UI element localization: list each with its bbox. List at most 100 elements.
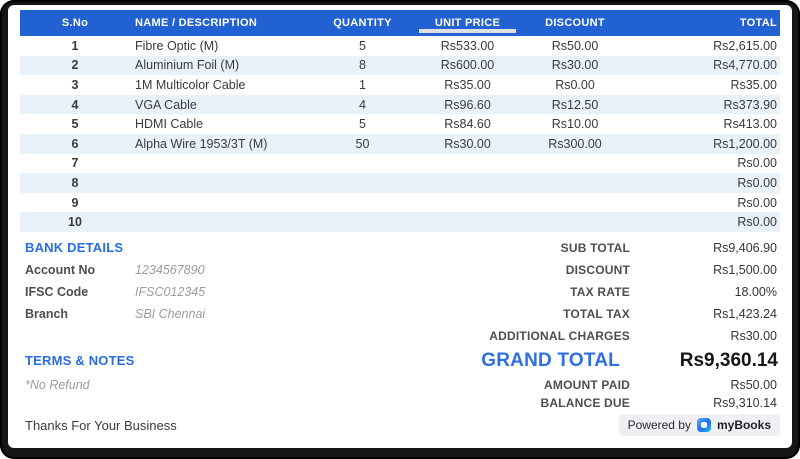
table-row: 1 Fibre Optic (M) 5 Rs533.00 Rs50.00 Rs2,615.…	[20, 36, 780, 56]
thanks-message: Thanks For Your Business	[25, 417, 177, 433]
cell-sno: 3	[71, 77, 79, 92]
table-row: 2 Aluminium Foil (M) 8 Rs600.00 Rs30.00 Rs4,7…	[20, 55, 780, 76]
cell-unit-price: Rs35.00	[444, 77, 491, 92]
row-additional-charges: ADDITIONAL CHARGES Rs30.00	[20, 325, 780, 347]
powered-by-mybooks-badge[interactable]: Powered by myBooks	[618, 413, 780, 436]
grand-total-value: Rs9,360.14	[679, 349, 778, 371]
cell-discount: Rs300.00	[548, 136, 602, 151]
cell-discount: Rs30.00	[551, 58, 599, 73]
column-header-discount: DISCOUNT	[545, 17, 605, 29]
cell-name: HDMI Cable	[135, 117, 204, 132]
column-header-quantity: QUANTITY	[333, 17, 392, 29]
row-bankdetails-subtotal: BANK DETAILS SUB TOTAL Rs9,406.90	[20, 237, 780, 259]
cell-quantity: 5	[359, 38, 366, 53]
invoice-sheet: S.No NAME / DESCRIPTION QUANTITY UNIT PR…	[8, 5, 792, 448]
cell-discount: Rs0.00	[555, 77, 595, 92]
amount-paid-value: Rs50.00	[730, 377, 777, 392]
refund-note: *No Refund	[25, 377, 90, 392]
ifsc-code-label: IFSC Code	[25, 284, 89, 299]
cell-sno: 2	[71, 58, 79, 73]
branch-value: SBI Chennai	[135, 306, 206, 321]
table-row: 10 Rs0.00	[20, 212, 780, 232]
cell-discount: Rs12.50	[551, 97, 599, 112]
cell-name: 1M Multicolor Cable	[135, 77, 246, 92]
account-no-value: 1234567890	[135, 262, 205, 277]
discount-label: DISCOUNT	[565, 262, 630, 277]
cell-sno: 10	[68, 215, 82, 230]
cell-unit-price: Rs600.00	[440, 58, 495, 73]
cell-unit-price: Rs84.60	[444, 117, 491, 132]
row-balance-due: BALANCE DUE Rs9,310.14	[20, 395, 780, 412]
table-row: 4 VGA Cable 4 Rs96.60 Rs12.50 Rs373.90	[20, 94, 780, 115]
bank-details-heading: BANK DETAILS	[25, 240, 124, 256]
cell-quantity: 5	[359, 117, 366, 132]
cell-total: Rs0.00	[737, 195, 777, 210]
account-no-label: Account No	[25, 262, 96, 277]
grand-total-label: GRAND TOTAL	[481, 349, 620, 371]
subtotal-value: Rs9,406.90	[713, 240, 777, 255]
balance-due-value: Rs9,310.14	[713, 396, 777, 411]
column-header-total: TOTAL	[739, 17, 777, 29]
cell-total: Rs4,770.00	[713, 58, 777, 73]
mybooks-logo-glyph	[700, 421, 707, 428]
branch-label: Branch	[25, 306, 69, 321]
table-body: 1 Fibre Optic (M) 5 Rs533.00 Rs50.00 Rs2,615.…	[20, 36, 780, 232]
cell-sno: 6	[71, 136, 79, 151]
cell-quantity: 4	[359, 97, 366, 112]
table-row: 6 Alpha Wire 1953/3T (M) 50 Rs30.00 Rs300.00…	[20, 133, 780, 154]
table-row: 8 Rs0.00	[20, 173, 780, 193]
cell-sno: 8	[71, 175, 79, 190]
cell-quantity: 50	[355, 136, 370, 151]
tax-rate-label: TAX RATE	[570, 284, 630, 299]
table-row: 9 Rs0.00	[20, 192, 780, 213]
mybooks-logo-icon	[696, 417, 711, 432]
table-row: 5 HDMI Cable 5 Rs84.60 Rs10.00 Rs413.00	[20, 114, 780, 134]
additional-charges-label: ADDITIONAL CHARGES	[489, 328, 630, 343]
cell-total: Rs35.00	[730, 77, 777, 92]
invoice-lower-section: BANK DETAILS SUB TOTAL Rs9,406.90 Accoun…	[20, 237, 780, 444]
cell-total: Rs0.00	[737, 156, 777, 171]
row-accountno-discount: Account No 1234567890 DISCOUNT Rs1,500.0…	[20, 259, 780, 281]
cell-sno: 7	[71, 156, 79, 171]
row-terms-grandtotal: TERMS & NOTES GRAND TOTAL Rs9,360.14	[20, 347, 780, 375]
cell-name: Alpha Wire 1953/3T (M)	[135, 136, 268, 151]
table-header: S.No NAME / DESCRIPTION QUANTITY UNIT PR…	[20, 10, 780, 36]
cell-sno: 5	[71, 117, 79, 132]
cell-total: Rs0.00	[737, 175, 777, 190]
row-ifsc-taxrate: IFSC Code IFSC012345 TAX RATE 18.00%	[20, 281, 780, 303]
cell-sno: 4	[71, 97, 79, 112]
balance-due-label: BALANCE DUE	[540, 396, 630, 411]
column-header-sno: S.No	[61, 17, 89, 29]
cell-quantity: 1	[359, 77, 366, 92]
ifsc-code-value: IFSC012345	[135, 284, 206, 299]
terms-notes-heading: TERMS & NOTES	[25, 353, 135, 369]
cell-discount: Rs50.00	[551, 38, 599, 53]
cell-total: Rs2,615.00	[713, 38, 777, 53]
discount-value: Rs1,500.00	[713, 262, 777, 277]
cell-unit-price: Rs533.00	[440, 38, 495, 53]
cell-total: Rs1,200.00	[713, 136, 777, 151]
amount-paid-label: AMOUNT PAID	[544, 377, 630, 392]
cell-total: Rs373.90	[723, 97, 777, 112]
table-row: 3 1M Multicolor Cable 1 Rs35.00 Rs0.00 Rs35.0…	[20, 75, 780, 95]
row-note-amountpaid: *No Refund AMOUNT PAID Rs50.00	[20, 375, 780, 395]
mybooks-brand-label: myBooks	[716, 417, 771, 432]
cell-total: Rs0.00	[737, 215, 777, 230]
unit-price-underline	[419, 29, 516, 33]
table-row: 7 Rs0.00	[20, 153, 780, 174]
cell-sno: 9	[71, 195, 79, 210]
cell-unit-price: Rs30.00	[444, 136, 491, 151]
cell-total: Rs413.00	[723, 117, 777, 132]
column-header-name: NAME / DESCRIPTION	[135, 17, 258, 29]
column-header-unit-price: UNIT PRICE	[405, 17, 530, 33]
total-tax-value: Rs1,423.24	[713, 306, 777, 321]
cell-name: Aluminium Foil (M)	[135, 58, 240, 73]
cell-unit-price: Rs96.60	[444, 97, 491, 112]
powered-by-label: Powered by	[627, 417, 691, 432]
subtotal-label: SUB TOTAL	[560, 240, 630, 255]
tax-rate-value: 18.00%	[734, 284, 777, 299]
total-tax-label: TOTAL TAX	[563, 306, 630, 321]
row-branch-totaltax: Branch SBI Chennai TOTAL TAX Rs1,423.24	[20, 303, 780, 325]
cell-name: VGA Cable	[135, 97, 197, 112]
